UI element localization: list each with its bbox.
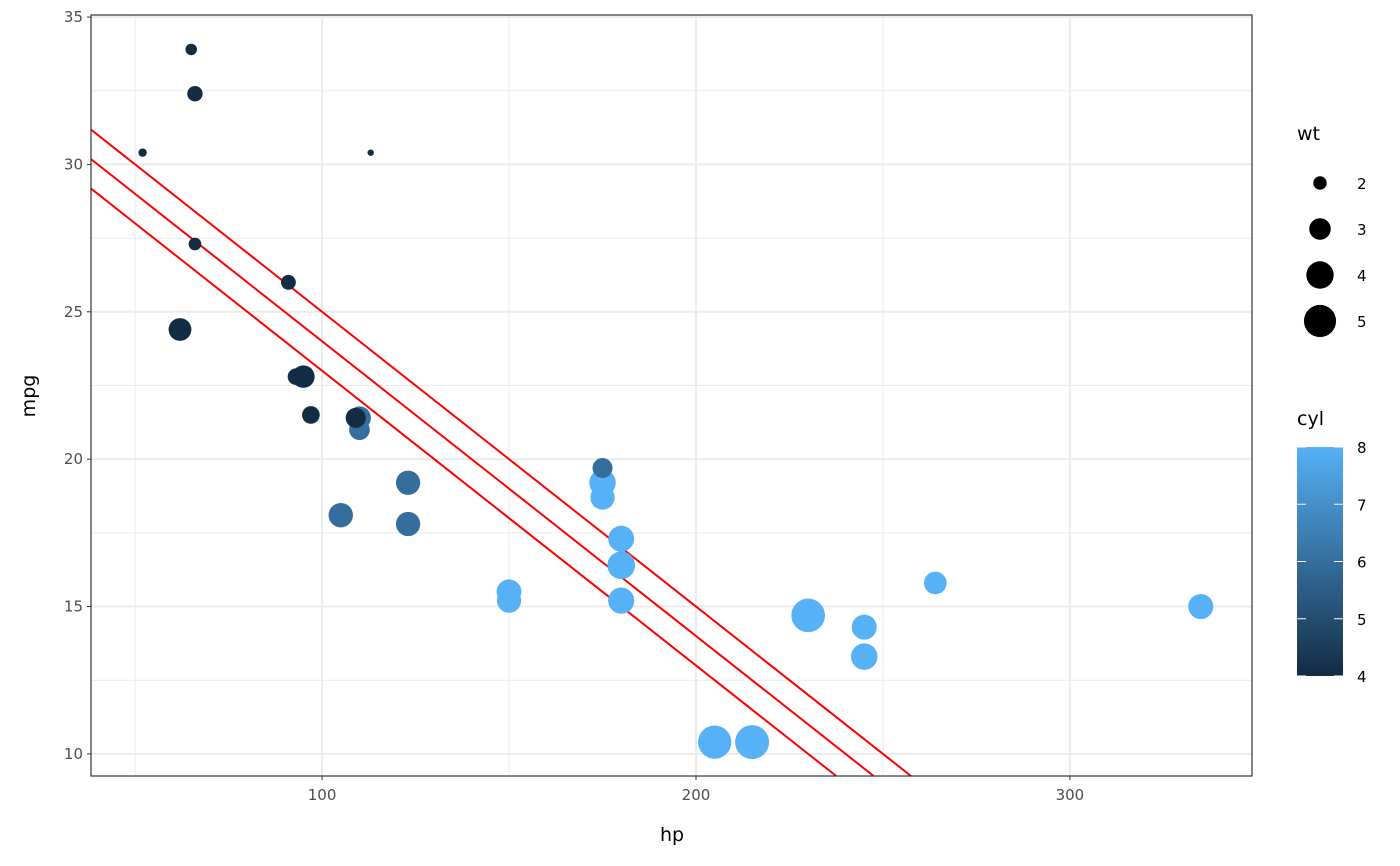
data-point (281, 274, 296, 290)
data-point (589, 469, 616, 497)
data-point (292, 365, 315, 388)
reference-line (90, 158, 875, 777)
data-point (187, 85, 203, 102)
data-point (592, 458, 613, 478)
y-tick-label: 20 (64, 450, 83, 468)
color-legend-label: 7 (1357, 496, 1367, 514)
size-legend-key (1309, 218, 1331, 240)
data-point (328, 502, 353, 528)
data-point (608, 587, 635, 614)
color-legend: 4 5 6 7 8 (1297, 439, 1367, 686)
data-point (168, 318, 192, 341)
data-point (138, 148, 147, 157)
legend: wt 2 3 4 5 cyl 4 5 6 7 8 (1297, 123, 1367, 686)
size-legend-key (1313, 176, 1327, 190)
panel-background (91, 15, 1252, 776)
data-point (496, 588, 522, 613)
size-legend-key (1306, 261, 1334, 289)
y-tick-label: 25 (64, 303, 83, 321)
data-point (923, 571, 947, 595)
color-legend-label: 5 (1357, 611, 1367, 629)
color-legend-label: 6 (1357, 554, 1367, 572)
data-point (607, 551, 636, 580)
y-tick-label: 10 (64, 745, 83, 763)
x-axis-title: hp (660, 824, 684, 846)
size-legend-label: 5 (1357, 313, 1367, 331)
size-legend-key (1303, 304, 1337, 338)
y-tick-label: 30 (64, 155, 83, 173)
y-axis-title: mpg (18, 375, 40, 418)
data-point (395, 470, 421, 495)
data-point (345, 407, 366, 428)
reference-line (90, 187, 837, 777)
color-legend-label: 8 (1357, 439, 1367, 457)
data-point (1188, 594, 1214, 620)
color-legend-label: 4 (1357, 668, 1367, 686)
reference-line (90, 128, 912, 777)
data-point (735, 725, 770, 760)
data-point (791, 598, 825, 633)
reference-lines (90, 128, 912, 777)
x-tick-label: 100 (308, 786, 337, 804)
data-point (367, 149, 374, 156)
ticks: 100 200 300 10 15 20 25 30 35 (64, 8, 1084, 804)
size-legend-label: 2 (1357, 175, 1367, 193)
x-tick-label: 300 (1056, 786, 1085, 804)
size-legend: 2 3 4 5 (1303, 175, 1367, 338)
data-point (188, 237, 202, 251)
panel-border (90, 14, 1253, 777)
data-point (185, 43, 197, 56)
data-point (698, 725, 732, 759)
x-tick-label: 200 (682, 786, 711, 804)
data-point (302, 406, 320, 424)
size-legend-title: wt (1297, 123, 1320, 145)
data-point (395, 511, 421, 537)
size-legend-label: 3 (1357, 221, 1367, 239)
data-point (851, 614, 877, 640)
y-tick-label: 35 (64, 8, 83, 26)
grid (91, 15, 1252, 776)
data-point (850, 643, 878, 670)
color-legend-title: cyl (1297, 408, 1324, 430)
size-legend-label: 4 (1357, 267, 1367, 285)
data-point (608, 525, 635, 552)
y-tick-label: 15 (64, 598, 83, 616)
points (138, 43, 1214, 760)
